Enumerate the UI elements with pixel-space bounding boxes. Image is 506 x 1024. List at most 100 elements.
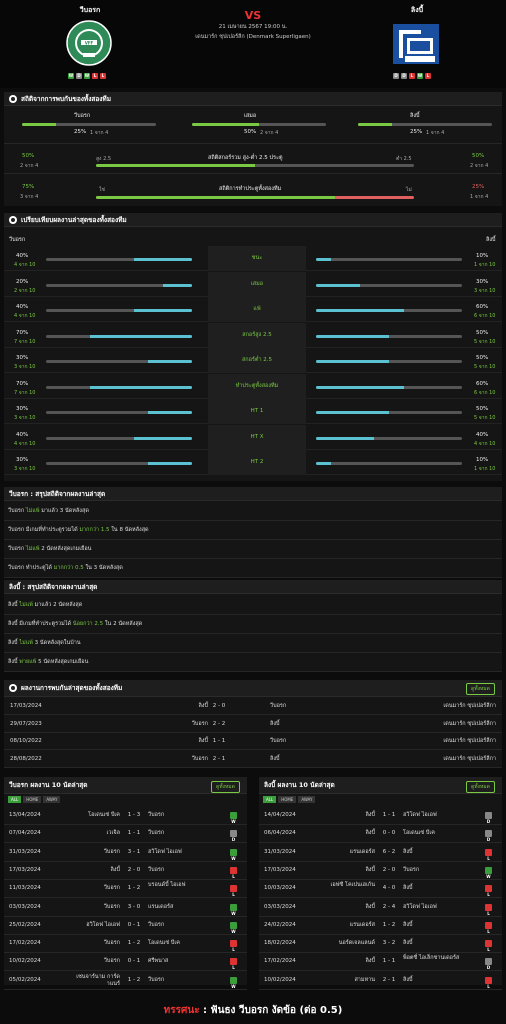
h2h-row: 08/10/2022 ลิงบี้ 1 - 1 วีบอรก เดนมาร์ก ซุปเ… [4,733,502,750]
compare-away-sub: 5 จาก 10 [474,415,496,421]
summary-row: วีบอรก มีเกมที่ทำประตูรวมได้ มากกว่า 1.5… [4,521,502,540]
match-league: เดนมาร์ก ซุปเปอร์ลีก (Denmark Superligae… [195,34,311,40]
tab-home[interactable]: HOME [278,796,297,803]
compare-row: 40% 4 จาก 10 ชนะ 10% 1 จาก 10 [4,246,502,271]
summary-row: วีบอรก ไม่แพ้ 2 นัดหลังสุดเกมเยือน [4,540,502,559]
away-last10-tabs: ALL HOME AWAY [263,796,316,803]
match-away: วีบอรก [148,976,165,983]
result-badge: L [485,848,492,861]
compare-row: 40% 4 จาก 10 แพ้ 60% 6 จาก 10 [4,297,502,322]
compare-away-pct: 50% [476,406,489,412]
h2h-date: 29/07/2023 [10,720,42,727]
compare-away-bar [316,258,462,261]
match-date: 11/03/2024 [9,885,41,892]
result-badge: W [230,921,237,934]
match-date: 03/03/2024 [264,903,296,910]
summary-row: ลิงบี้ ไม่แพ้ 3 นัดหลังสุดในบ้าน [4,634,502,653]
match-away: ฮวิโดฟ ไอเอฟ [403,812,437,818]
form-badge: L [92,73,98,79]
compare-home-name: วีบอรก [9,237,26,243]
home-team-logo: VFF [66,20,112,66]
h2h-item-pct: 50% [244,129,257,135]
away-last10-more-button[interactable]: ดูทั้งหมด [466,781,495,793]
summary-highlight: ไม่แพ้ [19,602,33,608]
summary-text: 2 นัดหลังสุดเกมเยือน [39,546,92,552]
h2h-league: เดนมาร์ก ซุปเปอร์ลีกา [443,755,496,762]
match-date: 25/02/2024 [9,921,41,928]
match-date: 10/02/2024 [9,958,41,965]
compare-home-sub: 3 จาก 10 [14,364,36,370]
form-badge: L [100,73,106,79]
compare-header: เปรียบเทียบผลงานล่าสุดของทั้งสองทีม [4,213,502,227]
summary-row: ลิงบี้ ไม่แพ้ มาแล้ว 2 นัดหลังสุด [4,596,502,615]
tab-home[interactable]: HOME [23,796,42,803]
compare-away-pct: 30% [476,278,489,285]
match-home: แรนเดอร์ส [349,921,375,928]
list-item: 17/03/2024 ลิงบี้ 2 - 0 วีบอรก W [259,861,502,880]
compare-away-sub: 4 จาก 10 [474,440,496,447]
result-badge: L [230,958,237,970]
tab-away[interactable]: AWAY [43,796,61,803]
match-score: 3 - 0 [127,903,141,910]
compare-label: HT 1 [208,399,306,424]
summary-text: 3 นัดหลังสุดในบ้าน [32,640,81,646]
football-icon [9,684,17,692]
list-item: 10/03/2024 เอฟซี โคเปนเฮเก้น 4 - 0 ลิงบี้ L [259,879,502,899]
compare-away-pct: 60% [476,380,489,387]
summary-highlight: ไม่แพ้ [25,508,40,514]
h2h-results-header: ผลงานการพบกันล่าสุดของทั้งสองทีม [4,680,502,697]
form-badge: D [76,73,82,79]
list-item: 11/03/2024 วีบอรก 1 - 2 บรอนด์บี้ ไอเอฟ L [4,879,247,899]
btts-left-sub: 3 จาก 4 [20,194,39,200]
match-score: 0 - 0 [382,830,396,837]
tab-away[interactable]: AWAY [298,796,316,803]
tab-all[interactable]: ALL [263,796,277,803]
btts-right-label: ไม่ [406,187,412,193]
match-score: 0 - 1 [127,921,141,928]
h2h-away: วีบอรก [270,703,287,709]
compare-home-pct: 40% [16,304,29,310]
ou-right-label: ต่ำ 2.5 [396,156,412,162]
match-away: วีบอรก [148,830,165,837]
h2h-results-title: ผลงานการพบกันล่าสุดของทั้งสองทีม [21,684,123,692]
result-badge: L [230,940,237,952]
summary-text: มาแล้ว 3 นัดหลังสุด [39,508,89,514]
match-date: 10/02/2024 [264,976,296,983]
ou-bar [96,164,414,167]
compare-home-pct: 40% [16,431,29,438]
home-team-name: วีบอรก [79,6,101,14]
h2h-row: 29/07/2023 วีบอรก 2 - 2 ลิงบี้ เดนมาร์ก ซุปเ… [4,716,502,733]
compare-home-sub: 4 จาก 10 [14,313,36,319]
compare-home-bar [46,462,192,465]
h2h-item-sub: 2 จาก 4 [260,130,279,136]
match-date: 10/03/2024 [264,885,296,892]
h2h-score: 1 - 1 [212,738,226,744]
match-score: 2 - 0 [382,866,396,873]
compare-home-bar [46,334,192,338]
match-home: วีบอรก [103,848,120,855]
h2h-home: วีบอรก [191,720,208,727]
match-away: ฮวิโดฟ ไอเอฟ [403,903,437,910]
match-score: 4 - 0 [382,885,396,892]
home-last10-tabs: ALL HOME AWAY [8,796,61,803]
result-badge: L [485,903,492,916]
tab-all[interactable]: ALL [8,796,22,803]
compare-home-sub: 3 จาก 10 [14,415,36,421]
h2h-item-sub: 1 จาก 4 [426,130,445,136]
home-last10-more-button[interactable]: ดูทั้งหมด [211,781,240,793]
match-date: 17/02/2024 [9,940,41,947]
h2h-date: 28/08/2022 [10,755,42,762]
compare-away-bar [316,436,462,440]
match-date: 31/03/2024 [264,848,296,855]
match-home: ลิงบี้ [365,812,375,818]
match-date: 13/04/2024 [9,812,41,818]
h2h-more-button[interactable]: ดูทั้งหมด [466,683,495,695]
h2h-item-bar [358,123,492,126]
result-badge: W [230,976,237,989]
h2h-league: เดนมาร์ก ซุปเปอร์ลีกา [443,720,496,727]
match-date: 18/02/2024 [264,940,296,947]
summary-text: ลิงบี้ [8,602,20,608]
btts-stat-row: 75% 3 จาก 4 ใช่ สถิติการทำประตูทั้งสองที… [4,173,502,201]
